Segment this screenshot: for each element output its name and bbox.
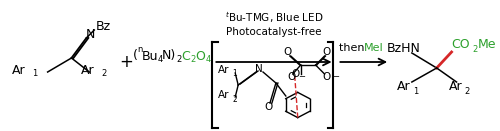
Text: 2: 2 <box>190 56 196 64</box>
Text: $^t$Bu-TMG, Blue LED: $^t$Bu-TMG, Blue LED <box>224 11 323 25</box>
Text: O: O <box>322 72 331 82</box>
Text: CO: CO <box>452 39 470 51</box>
Text: 2: 2 <box>101 70 106 78</box>
Text: Photocatalyst-free: Photocatalyst-free <box>226 27 322 37</box>
Text: 1: 1 <box>232 70 237 78</box>
Text: n: n <box>137 45 142 54</box>
Text: 2: 2 <box>472 45 478 53</box>
Text: BzHN: BzHN <box>387 42 421 54</box>
Text: 4: 4 <box>206 56 210 64</box>
Text: O: O <box>322 47 331 57</box>
Text: O: O <box>284 47 292 57</box>
Text: 1: 1 <box>413 86 418 95</box>
Text: MeI: MeI <box>364 43 384 53</box>
Text: Ar: Ar <box>12 64 26 77</box>
Text: O: O <box>292 69 300 79</box>
Text: 2: 2 <box>232 94 237 103</box>
Text: Ar: Ar <box>218 65 230 75</box>
Text: O: O <box>264 102 272 112</box>
Text: +: + <box>119 53 133 71</box>
Text: Ar: Ar <box>397 81 410 94</box>
Text: 1: 1 <box>32 70 37 78</box>
Text: Me: Me <box>478 39 496 51</box>
Text: Ar: Ar <box>448 81 462 94</box>
Text: O: O <box>196 50 205 62</box>
Text: Ar: Ar <box>82 64 95 77</box>
Text: N: N <box>86 29 94 42</box>
Text: then: then <box>340 43 368 53</box>
Text: (: ( <box>133 50 138 62</box>
Text: Bu: Bu <box>142 50 158 62</box>
Text: C: C <box>182 50 190 62</box>
Text: N: N <box>255 64 263 74</box>
Text: −: − <box>298 72 304 81</box>
Text: 4: 4 <box>158 56 163 64</box>
Text: −: − <box>332 72 340 81</box>
Text: Ar: Ar <box>218 90 230 100</box>
Text: Bz: Bz <box>96 20 110 34</box>
Text: 2: 2 <box>464 86 469 95</box>
Text: 2: 2 <box>176 56 182 64</box>
Text: O: O <box>288 72 296 82</box>
Text: N): N) <box>162 50 176 62</box>
